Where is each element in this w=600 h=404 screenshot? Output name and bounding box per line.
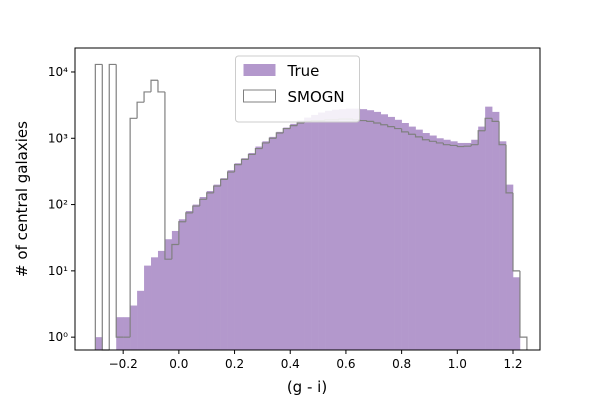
hist-bar (262, 141, 269, 350)
hist-bar (381, 114, 388, 350)
hist-bar (269, 137, 276, 350)
hist-bar (283, 128, 290, 350)
y-tick-label: 10¹ (48, 264, 68, 278)
hist-bar (151, 257, 158, 350)
hist-bar (513, 277, 520, 350)
hist-step (165, 92, 172, 259)
hist-bar (318, 112, 325, 350)
hist-bar (499, 141, 506, 350)
legend: True SMOGN (236, 56, 360, 122)
hist-bar (478, 127, 485, 350)
hist-bar (193, 205, 200, 350)
legend-swatch (244, 64, 276, 76)
hist-bar (200, 197, 207, 350)
y-tick-label: 10⁴ (48, 65, 68, 79)
hist-bar (450, 141, 457, 350)
legend-label: True (287, 62, 320, 80)
hist-step (499, 121, 506, 144)
y-tick-label: 10⁰ (48, 330, 68, 344)
hist-bar (346, 109, 353, 350)
hist-bar (137, 291, 144, 350)
hist-bar (436, 138, 443, 350)
y-tick-label: 10³ (48, 131, 68, 145)
hist-bar (214, 185, 221, 350)
hist-bar (207, 191, 214, 350)
x-tick-label: 1.0 (448, 357, 467, 371)
hist-bar (290, 124, 297, 350)
hist-bar (116, 317, 123, 350)
y-axis-label: # of central galaxies (13, 121, 31, 277)
hist-bar (221, 178, 228, 350)
hist-bar (416, 130, 423, 350)
hist-bar (429, 136, 436, 350)
hist-bar (95, 337, 102, 350)
hist-bar (248, 153, 255, 350)
hist-step (144, 92, 151, 102)
hist-bar (360, 109, 367, 350)
hist-step (95, 64, 102, 350)
hist-bar (332, 110, 339, 350)
hist-bar (179, 219, 186, 350)
hist-step (102, 64, 109, 350)
hist-bar (464, 143, 471, 350)
hist-bar (388, 117, 395, 350)
hist-bar (485, 107, 492, 350)
legend-label: SMOGN (288, 88, 345, 106)
x-axis-label: (g - i) (287, 378, 327, 396)
hist-bar (471, 140, 478, 350)
hist-step (520, 271, 527, 350)
hist-bar (255, 147, 262, 350)
hist-bar (402, 123, 409, 350)
x-tick-label: 0.4 (281, 357, 300, 371)
x-tick-label: −0.2 (109, 357, 138, 371)
hist-bar (443, 140, 450, 350)
hist-bar (367, 110, 374, 350)
hist-bar (353, 109, 360, 350)
hist-bar (492, 112, 499, 350)
hist-step (151, 80, 158, 92)
hist-bar (395, 120, 402, 350)
hist-step (130, 118, 137, 337)
hist-bar (276, 132, 283, 350)
hist-bar (123, 317, 130, 350)
hist-bar (304, 118, 311, 350)
hist-bar (165, 239, 172, 350)
hist-bar (172, 231, 179, 350)
hist-bar (339, 109, 346, 350)
hist-bar (325, 111, 332, 350)
y-tick-label: 10² (48, 198, 68, 212)
hist-bar (409, 127, 416, 350)
hist-bar (506, 185, 513, 350)
hist-bar (422, 133, 429, 350)
hist-bar (374, 112, 381, 350)
x-tick-label: 0.2 (225, 357, 244, 371)
x-tick-label: 0.6 (336, 357, 355, 371)
x-tick-label: 1.2 (503, 357, 522, 371)
hist-step (158, 80, 165, 92)
hist-step (116, 64, 123, 337)
hist-bar (130, 306, 137, 350)
hist-step (513, 193, 520, 271)
hist-step (137, 102, 144, 118)
hist-bar (144, 266, 151, 350)
hist-bar (186, 211, 193, 350)
hist-bar (311, 115, 318, 350)
hist-bar (228, 170, 235, 350)
hist-bar (297, 121, 304, 350)
x-tick-label: 0.0 (169, 357, 188, 371)
hist-bar (242, 158, 249, 350)
hist-bar (158, 251, 165, 350)
hist-bar (235, 163, 242, 350)
hist-step (109, 64, 116, 350)
x-tick-label: 0.8 (392, 357, 411, 371)
hist-bar (457, 143, 464, 350)
